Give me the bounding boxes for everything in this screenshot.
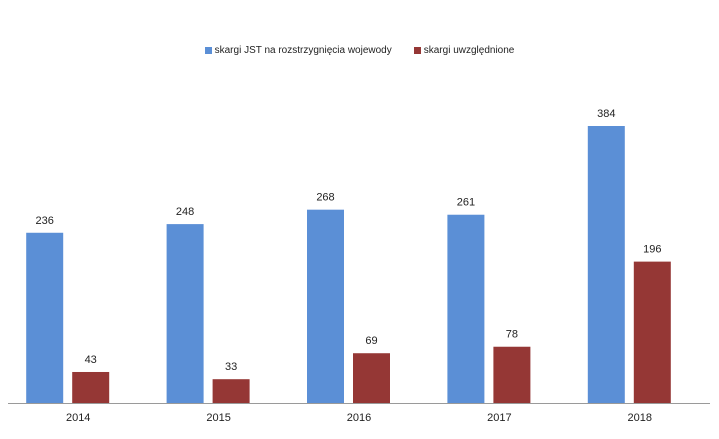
- x-tick-label-2016: 2016: [347, 412, 371, 424]
- data-label-jst-2015: 248: [176, 206, 194, 218]
- bar-jst-2016: [307, 209, 344, 403]
- data-label-uwzgl-2017: 78: [506, 329, 518, 341]
- x-tick-label-2015: 2015: [206, 412, 230, 424]
- data-label-uwzgl-2015: 33: [225, 361, 237, 373]
- bar-jst-2017: [447, 214, 485, 403]
- data-label-jst-2016: 268: [316, 192, 334, 204]
- bar-uwzgl-2015: [212, 379, 250, 403]
- x-tick-label-2018: 2018: [628, 412, 652, 424]
- data-label-uwzgl-2018: 196: [643, 244, 661, 256]
- data-label-uwzgl-2014: 43: [85, 354, 97, 366]
- bar-jst-2014: [26, 232, 64, 403]
- data-label-jst-2018: 384: [597, 108, 615, 120]
- legend-item-series-1: skargi JST na rozstrzygnięcia wojewody: [204, 45, 392, 56]
- bar-uwzgl-2016: [353, 353, 390, 403]
- data-label-jst-2014: 236: [36, 215, 54, 227]
- data-label-uwzgl-2016: 69: [365, 335, 377, 347]
- legend-label-series-1: skargi JST na rozstrzygnięcia wojewody: [214, 45, 392, 56]
- legend-label-series-2: skargi uwzględnione: [423, 45, 515, 56]
- bar-jst-2015: [166, 224, 204, 403]
- legend-swatch-series-1: [204, 47, 212, 54]
- bar-uwzgl-2014: [72, 371, 110, 403]
- x-tick-label-2014: 2014: [66, 412, 90, 424]
- bar-uwzgl-2017: [493, 346, 531, 403]
- legend: skargi JST na rozstrzygnięcia wojewody s…: [0, 45, 719, 56]
- data-label-jst-2017: 261: [457, 197, 475, 209]
- legend-swatch-series-2: [413, 47, 421, 54]
- x-tick-label-2017: 2017: [487, 412, 511, 424]
- legend-item-series-2: skargi uwzględnione: [413, 45, 515, 56]
- bar-jst-2018: [587, 126, 625, 403]
- bar-uwzgl-2018: [633, 261, 671, 403]
